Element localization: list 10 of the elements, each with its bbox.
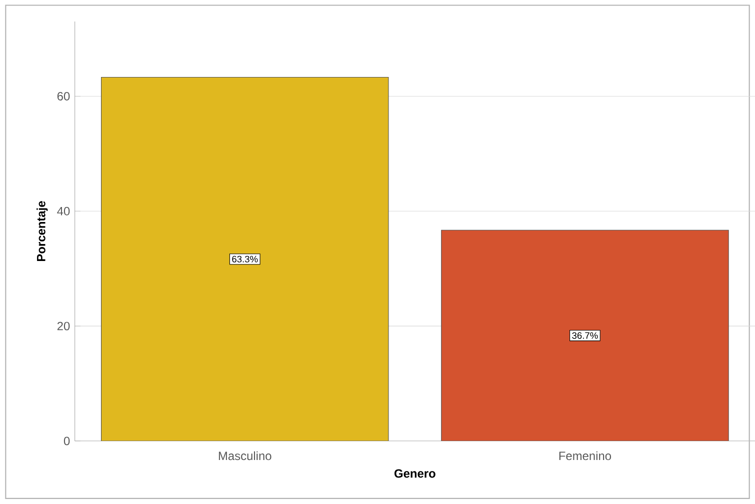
y-tick-label: 20 [57,322,70,330]
y-tick-label: 60 [57,92,70,100]
x-tick-label: Femenino [559,451,612,460]
x-axis-title: Genero [394,469,436,478]
y-tick-label: 40 [57,206,70,216]
data-label: 36.7% [572,332,598,339]
y-axis-title: Porcentaje [36,201,48,261]
data-label: 63.3% [232,256,258,262]
y-tick-label: 0 [64,436,70,446]
x-tick-label: Masculino [218,451,272,460]
